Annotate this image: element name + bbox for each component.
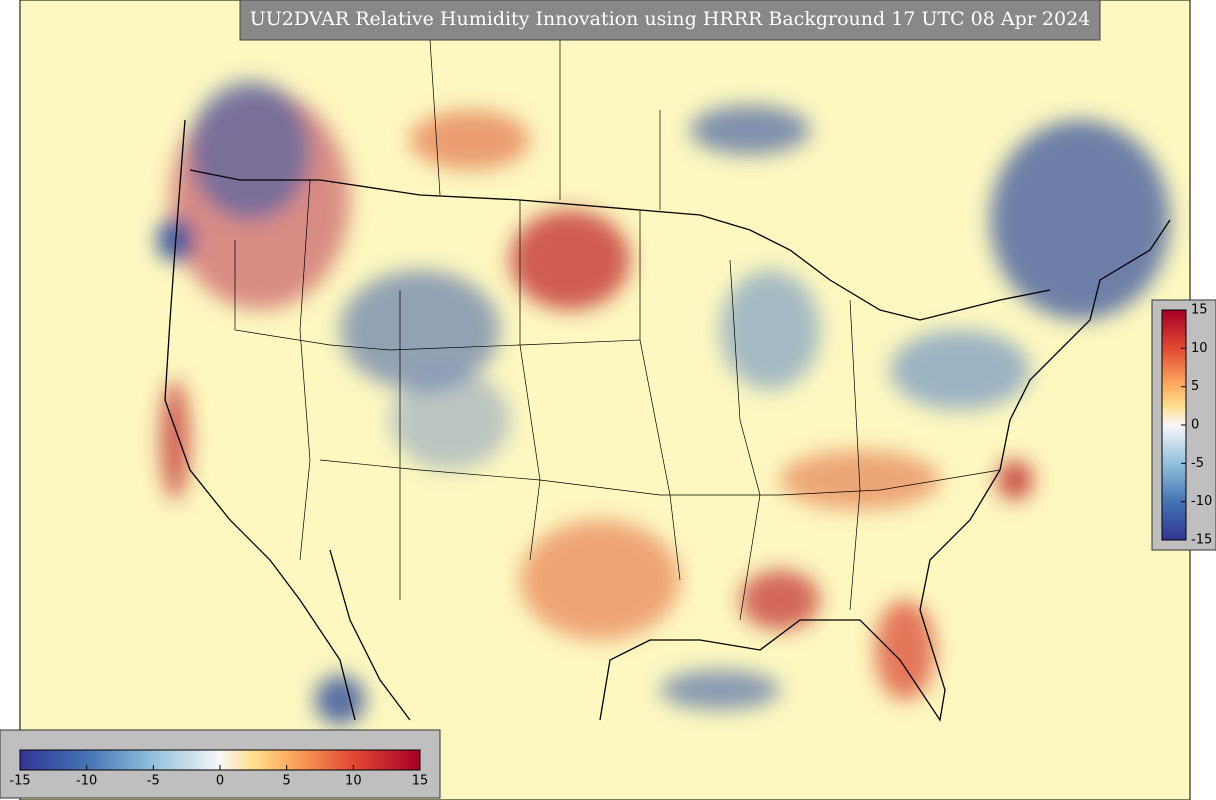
tick-label: 10 — [1191, 341, 1208, 356]
tick-label: 10 — [345, 774, 362, 789]
title-background — [239, 0, 1101, 41]
tick-label: -10 — [1191, 494, 1212, 509]
tick-label: 5 — [1191, 379, 1199, 394]
tick-label: 15 — [1191, 303, 1208, 318]
title-box: UU2DVAR Relative Humidity Innovation usi… — [239, 0, 1101, 41]
map — [19, 0, 1191, 800]
tick-label: -10 — [76, 774, 97, 789]
tick-label: 0 — [216, 774, 224, 789]
tick-label: -5 — [147, 774, 160, 789]
map-title: UU2DVAR Relative Humidity Innovation usi… — [250, 8, 1091, 30]
tick-label: -15 — [9, 774, 30, 789]
tick-label: -5 — [1191, 456, 1204, 471]
coastlines — [164, 119, 1171, 722]
tick-label: -15 — [1191, 533, 1212, 548]
borders — [234, 39, 1001, 621]
tick-label: 5 — [283, 774, 291, 789]
tick-label: 15 — [412, 774, 429, 789]
colorbar-vertical: -15 -10 -5 0 5 10 15 — [1151, 299, 1216, 551]
field-blobs — [157, 80, 1170, 725]
map-background — [19, 0, 1191, 800]
tick-label: 0 — [1191, 418, 1199, 433]
colorbar-horizontal: -15 -10 -5 0 5 10 15 — [0, 729, 441, 799]
